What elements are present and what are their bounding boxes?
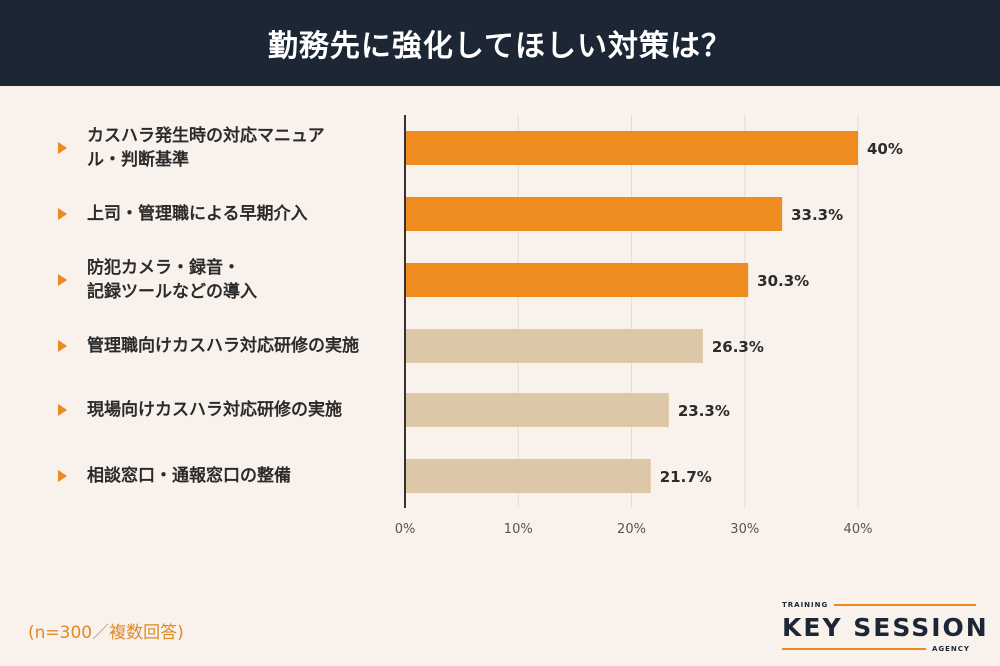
bar [405,263,749,297]
bullet-arrow-icon [58,404,67,416]
category-label-row: カスハラ発生時の対応マニュア ル・判断基準 [58,124,398,172]
category-label-line: 相談窓口・通報窓口の整備 [87,466,291,486]
x-tick-label: 30% [730,522,759,537]
category-label-row: 上司・管理職による早期介入 [58,202,398,226]
category-label-line: 防犯カメラ・録音・ [87,258,240,278]
logo-bottom-bar [782,648,926,650]
bullet-arrow-icon [58,470,67,482]
bullet-arrow-icon [58,340,67,352]
logo-main-text: KEY SESSION [782,613,989,642]
category-label-line: 記録ツールなどの導入 [87,282,257,302]
sample-note: (n=300／複数回答) [28,623,184,643]
category-label-row: 相談窓口・通報窓口の整備 [58,464,398,488]
value-label: 23.3% [678,402,730,420]
value-label: 40% [867,140,903,158]
category-label-line: 現場向けカスハラ対応研修の実施 [87,400,342,420]
category-label-line: 管理職向けカスハラ対応研修の実施 [87,336,359,356]
x-tick-label: 10% [504,522,533,537]
logo-top-text: TRAINING [782,601,829,609]
category-label-line: 上司・管理職による早期介入 [87,204,308,224]
category-label: 上司・管理職による早期介入 [87,202,387,226]
bar [405,459,651,493]
category-label-line: カスハラ発生時の対応マニュア [87,126,325,146]
bar [405,197,783,231]
category-label-row: 現場向けカスハラ対応研修の実施 [58,398,398,422]
bar [405,131,858,165]
bullet-arrow-icon [58,142,67,154]
category-label-line: ル・判断基準 [87,150,189,170]
x-tick-label: 0% [395,522,416,537]
value-label: 33.3% [791,206,843,224]
logo-bottom-text: AGENCY [931,645,970,653]
category-label: 防犯カメラ・録音・ 記録ツールなどの導入 [87,256,387,304]
value-label: 30.3% [757,272,809,290]
bar [405,393,669,427]
category-label: 管理職向けカスハラ対応研修の実施 [87,334,387,358]
category-label: 相談窓口・通報窓口の整備 [87,464,387,488]
bullet-arrow-icon [58,208,67,220]
category-label-row: 防犯カメラ・録音・ 記録ツールなどの導入 [58,256,398,304]
bar [405,329,703,363]
value-label: 26.3% [712,338,764,356]
key-session-logo: TRAINING KEY SESSION AGENCY [782,600,989,653]
category-label: カスハラ発生時の対応マニュア ル・判断基準 [87,124,387,172]
logo-top-bar [834,604,976,606]
bullet-arrow-icon [58,274,67,286]
category-label: 現場向けカスハラ対応研修の実施 [87,398,387,422]
x-tick-label: 40% [844,522,873,537]
value-label: 21.7% [660,468,712,486]
chart-title: 勤務先に強化してほしい対策は？ [267,29,733,64]
x-tick-label: 20% [617,522,646,537]
header-bar: 勤務先に強化してほしい対策は？ [0,0,1000,86]
category-label-row: 管理職向けカスハラ対応研修の実施 [58,334,398,358]
